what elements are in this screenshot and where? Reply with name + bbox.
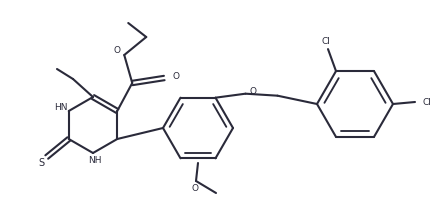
Text: O: O	[249, 87, 256, 96]
Text: HN: HN	[54, 103, 67, 112]
Text: O: O	[172, 71, 179, 80]
Text: Cl: Cl	[423, 97, 432, 106]
Text: Cl: Cl	[321, 37, 330, 46]
Text: O: O	[114, 45, 121, 54]
Text: O: O	[191, 183, 198, 192]
Text: S: S	[39, 158, 45, 168]
Text: NH: NH	[88, 155, 102, 164]
